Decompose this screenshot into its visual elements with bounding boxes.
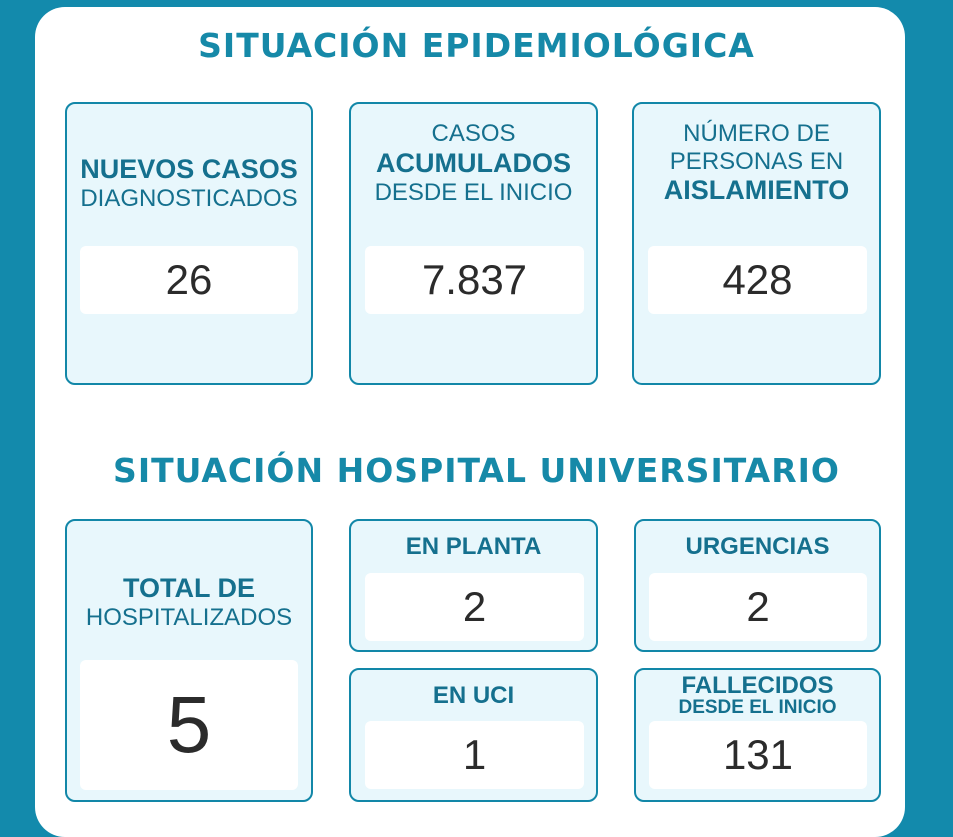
nuevos-casos-label-line2: DIAGNOSTICADOS: [80, 185, 298, 213]
en-planta-value: 2: [365, 573, 584, 641]
urgencias-value: 2: [649, 573, 867, 641]
casos-acumulados-label-line3: DESDE EL INICIO: [374, 178, 573, 206]
casos-acumulados-label: CASOS ACUMULADOS DESDE EL INICIO: [351, 120, 596, 206]
total-hospitalizados-value: 5: [80, 660, 298, 790]
hospital-title: SITUACIÓN HOSPITAL UNIVERSITARIO: [113, 451, 840, 490]
total-hospitalizados-card: TOTAL DE HOSPITALIZADOS 5: [65, 519, 313, 802]
fallecidos-card: FALLECIDOS DESDE EL INICIO 131: [634, 668, 881, 802]
casos-acumulados-label-line1: CASOS: [431, 120, 516, 147]
aislamiento-card: NÚMERO DE PERSONAS EN AISLAMIENTO 428: [632, 102, 881, 385]
fallecidos-label: FALLECIDOS DESDE EL INICIO: [636, 672, 879, 718]
aislamiento-label-line1: NÚMERO DE: [683, 120, 830, 147]
en-uci-card: EN UCI 1: [349, 668, 598, 802]
nuevos-casos-value: 26: [80, 246, 298, 314]
total-hospitalizados-label: TOTAL DE HOSPITALIZADOS: [67, 573, 311, 632]
aislamiento-label: NÚMERO DE PERSONAS EN AISLAMIENTO: [634, 120, 879, 206]
nuevos-casos-label-line1: NUEVOS CASOS: [80, 154, 298, 184]
fallecidos-value: 131: [649, 721, 867, 789]
en-uci-value: 1: [365, 721, 584, 789]
nuevos-casos-label: NUEVOS CASOS DIAGNOSTICADOS: [67, 154, 311, 213]
aislamiento-label-line3: AISLAMIENTO: [663, 175, 850, 206]
total-hospitalizados-label-line2: HOSPITALIZADOS: [85, 604, 293, 632]
casos-acumulados-value: 7.837: [365, 246, 584, 314]
aislamiento-value: 428: [648, 246, 867, 314]
urgencias-label: URGENCIAS: [685, 533, 830, 560]
total-hospitalizados-label-line1: TOTAL DE: [122, 573, 255, 603]
nuevos-casos-card: NUEVOS CASOS DIAGNOSTICADOS 26: [65, 102, 313, 385]
casos-acumulados-card: CASOS ACUMULADOS DESDE EL INICIO 7.837: [349, 102, 598, 385]
en-planta-card: EN PLANTA 2: [349, 519, 598, 652]
en-uci-label: EN UCI: [432, 682, 515, 709]
aislamiento-label-line2: PERSONAS EN: [669, 147, 844, 175]
urgencias-card: URGENCIAS 2: [634, 519, 881, 652]
casos-acumulados-label-line2: ACUMULADOS: [376, 147, 571, 178]
fallecidos-label-line2: DESDE EL INICIO: [678, 697, 837, 718]
epidemiologica-title: SITUACIÓN EPIDEMIOLÓGICA: [198, 26, 755, 65]
en-planta-label: EN PLANTA: [405, 533, 542, 560]
fallecidos-label-line1: FALLECIDOS: [681, 672, 834, 699]
